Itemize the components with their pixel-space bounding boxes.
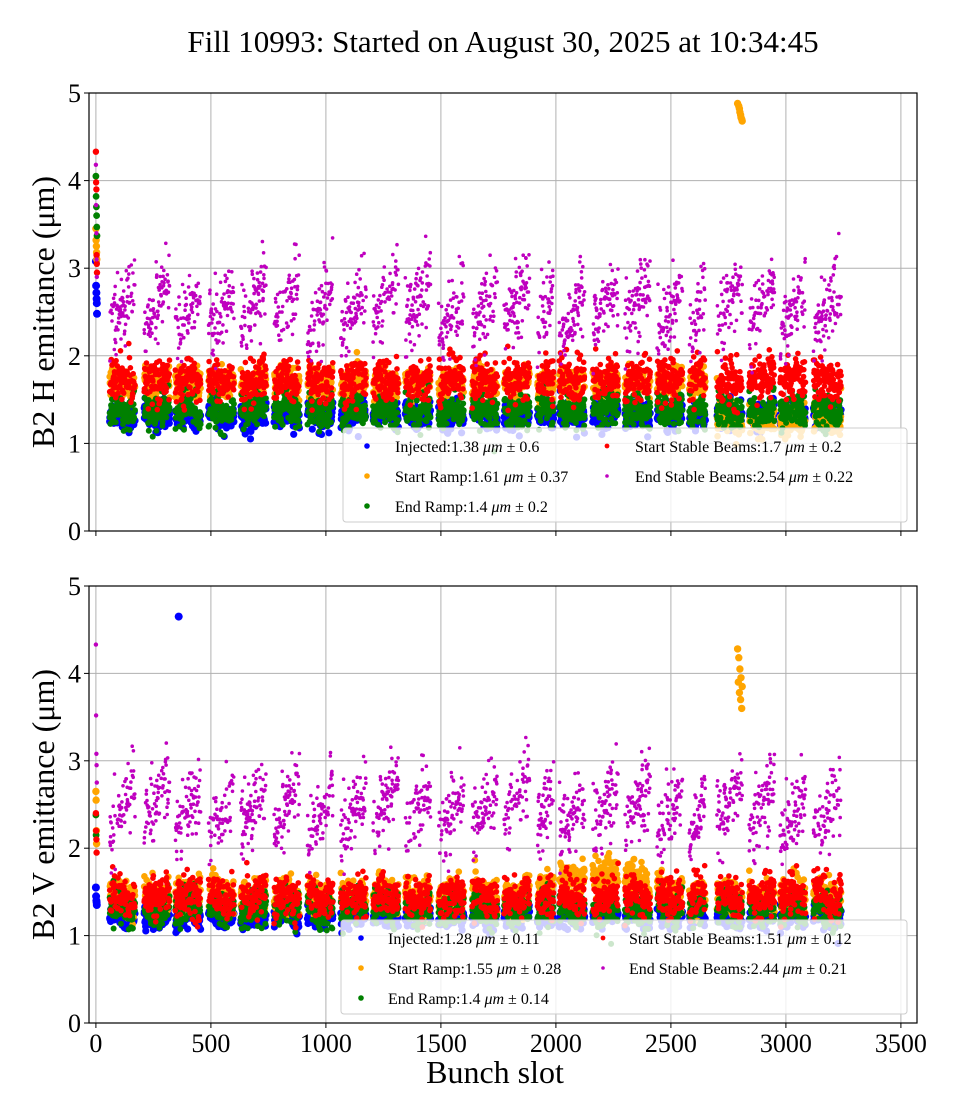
scatter-points — [91, 99, 845, 455]
data-point — [246, 435, 255, 443]
data-point — [126, 427, 133, 433]
data-point — [460, 407, 467, 414]
outlier-point — [93, 309, 101, 318]
outlier-point — [92, 281, 101, 290]
data-point — [549, 419, 556, 426]
data-point — [394, 409, 401, 416]
data-point — [308, 425, 316, 433]
data-point — [112, 419, 119, 426]
data-point — [296, 411, 302, 418]
data-point — [580, 403, 587, 410]
data-point — [295, 417, 302, 424]
data-point — [262, 419, 270, 427]
data-point — [526, 411, 532, 418]
data-point — [197, 412, 204, 419]
data-point — [149, 433, 156, 440]
data-point — [230, 408, 237, 415]
data-point — [316, 428, 323, 435]
data-point — [254, 421, 261, 428]
data-point — [427, 414, 434, 421]
data-point — [494, 400, 501, 407]
data-point — [228, 416, 235, 423]
data-point — [263, 403, 270, 410]
data-point — [279, 421, 286, 428]
data-point — [581, 412, 588, 419]
data-point — [206, 422, 213, 429]
data-point — [328, 419, 334, 426]
data-point — [120, 421, 126, 428]
data-point — [166, 404, 173, 411]
data-point — [163, 414, 170, 421]
data-point — [537, 417, 544, 424]
data-point — [212, 424, 219, 431]
data-point — [230, 400, 237, 407]
data-point — [272, 423, 279, 430]
data-point — [494, 420, 500, 427]
data-point — [493, 414, 500, 421]
outlier-point — [738, 115, 746, 124]
data-point — [362, 402, 368, 409]
data-point — [362, 413, 369, 420]
data-point — [353, 348, 361, 356]
data-point — [290, 430, 298, 438]
data-point — [460, 400, 467, 407]
data-point — [296, 403, 303, 409]
data-point — [449, 396, 456, 403]
data-point — [261, 413, 267, 420]
data-point — [394, 417, 401, 424]
data-point — [165, 419, 173, 427]
data-point — [181, 426, 187, 433]
data-point — [145, 427, 152, 434]
data-point — [443, 420, 450, 427]
data-point — [358, 396, 365, 403]
data-point — [197, 421, 204, 428]
data-point — [179, 419, 186, 426]
outlier-point — [735, 105, 744, 113]
data-point — [525, 421, 532, 428]
data-point — [326, 411, 333, 418]
data-point — [526, 403, 533, 410]
data-point — [220, 432, 227, 439]
data-point — [153, 427, 160, 434]
figure-title: Fill 10993: Started on August 30, 2025 a… — [187, 24, 818, 59]
data-point — [325, 429, 333, 437]
data-point — [426, 403, 433, 409]
data-point — [392, 402, 399, 409]
data-point — [132, 407, 138, 414]
outlier-point — [92, 299, 101, 308]
data-point — [296, 423, 303, 429]
data-point — [131, 415, 138, 422]
